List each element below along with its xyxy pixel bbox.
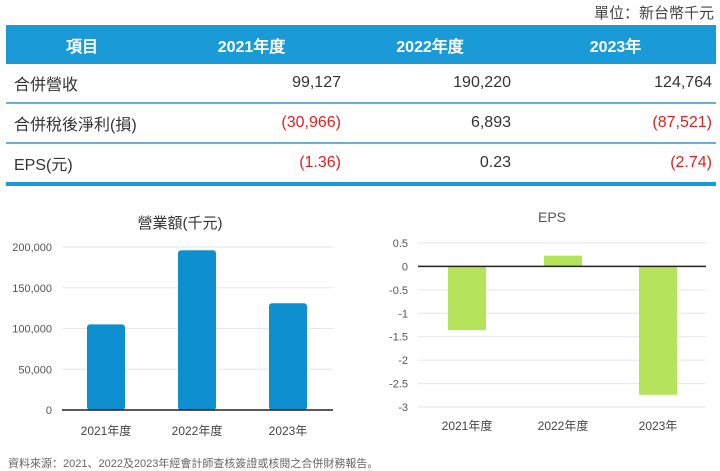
y-tick-label: -2	[398, 355, 408, 367]
row-value: (30,966)	[158, 103, 345, 144]
bar	[178, 250, 216, 410]
x-tick-label: 2021年度	[442, 418, 493, 433]
x-tick-label: 2022年度	[538, 418, 589, 433]
table-header-row: 項目 2021年度 2022年度 2023年	[6, 25, 716, 64]
row-label: 合併營收	[6, 64, 158, 104]
y-tick-label: -3	[398, 402, 408, 414]
source-note: 資料來源：2021、2022及2023年經會計師查核簽證或核閱之合併財務報告。	[8, 458, 379, 470]
y-tick-label: 0	[46, 405, 52, 417]
x-tick-label: 2021年度	[81, 423, 132, 438]
bar	[639, 266, 677, 395]
row-label: EPS(元)	[6, 143, 158, 186]
x-tick-label: 2022年度	[172, 423, 223, 438]
row-value: 99,127	[158, 64, 345, 104]
row-value: (1.36)	[158, 143, 345, 186]
y-tick-label: -1	[398, 308, 408, 320]
row-value: 6,893	[345, 103, 515, 144]
table-row: EPS(元) (1.36) 0.23 (2.74)	[6, 143, 716, 186]
bar	[269, 303, 307, 410]
header-2022: 2022年度	[345, 25, 515, 64]
y-tick-label: 50,000	[18, 364, 52, 376]
header-2023: 2023年	[515, 25, 716, 64]
header-2021: 2021年度	[158, 25, 345, 64]
chart-title: EPS	[538, 209, 566, 225]
y-tick-label: 0	[402, 261, 408, 273]
y-tick-label: -0.5	[389, 285, 408, 297]
row-value: 190,220	[345, 64, 515, 104]
header-item: 項目	[6, 25, 158, 64]
x-tick-label: 2023年	[269, 424, 308, 438]
table-row: 合併營收 99,127 190,220 124,764	[6, 64, 716, 104]
y-tick-label: 150,000	[12, 283, 52, 295]
table-row: 合併稅後淨利(損) (30,966) 6,893 (87,521)	[6, 103, 716, 144]
bar	[544, 255, 582, 267]
row-value: 124,764	[515, 64, 716, 104]
y-tick-label: -1.5	[389, 332, 408, 344]
y-tick-label: 0.5	[393, 238, 408, 250]
row-value: (87,521)	[515, 103, 716, 144]
row-value: (2.74)	[515, 143, 716, 186]
charts: 營業額(千元) 0 50,000 100,000 150,000 200,000 2021年…	[12, 209, 706, 438]
financial-summary-table: 項目 2021年度 2022年度 2023年 合併營收 99,127 190,220…	[6, 25, 716, 186]
y-tick-label: -2.5	[389, 379, 408, 391]
x-tick-label: 2023年	[639, 419, 678, 433]
unit-label: 單位：新台幣千元	[593, 5, 714, 22]
bar	[448, 266, 486, 331]
row-label: 合併稅後淨利(損)	[6, 103, 158, 144]
row-value: 0.23	[345, 143, 515, 186]
bar	[87, 324, 125, 410]
chart-title: 營業額(千元)	[138, 215, 223, 232]
y-tick-label: 100,000	[12, 324, 52, 336]
y-tick-label: 200,000	[12, 242, 52, 254]
